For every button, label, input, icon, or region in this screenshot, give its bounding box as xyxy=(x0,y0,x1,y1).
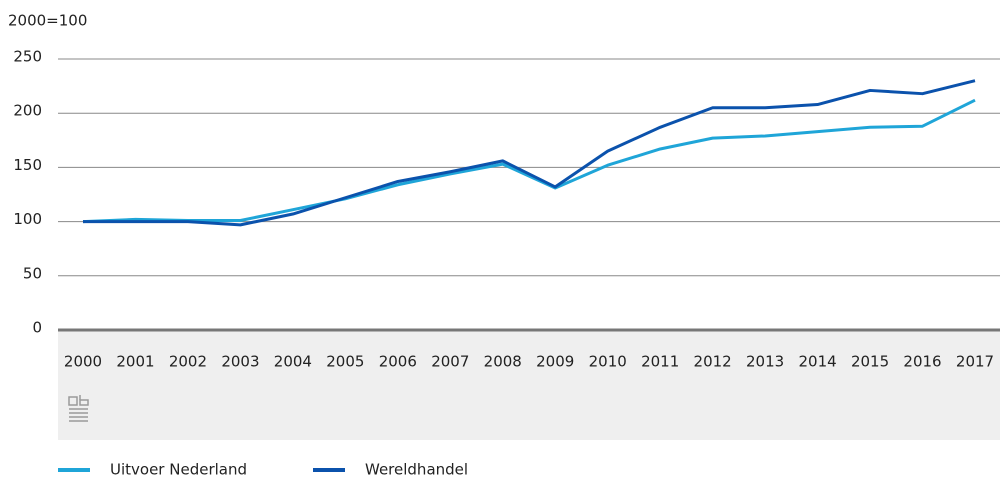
y-tick-label: 100 xyxy=(13,210,42,228)
x-tick-label: 2008 xyxy=(484,353,522,371)
x-tick-label: 2012 xyxy=(694,353,732,371)
x-tick-label: 2003 xyxy=(221,353,259,371)
x-tick-label: 2009 xyxy=(536,353,574,371)
x-tick-label: 2010 xyxy=(589,353,627,371)
x-tick-label: 2007 xyxy=(431,353,469,371)
logo xyxy=(68,395,89,422)
x-tick-label: 2017 xyxy=(956,353,994,371)
y-tick-label: 150 xyxy=(13,156,42,174)
x-tick-label: 2006 xyxy=(379,353,417,371)
y-axis-label: 2000=100 xyxy=(8,12,87,30)
series-line xyxy=(83,79,976,227)
x-tick-label: 2011 xyxy=(641,353,679,371)
axis-band xyxy=(58,330,1000,440)
y-tick-label: 50 xyxy=(23,264,42,282)
x-tick-label: 2005 xyxy=(326,353,364,371)
y-tick-label: 200 xyxy=(13,102,42,120)
x-tick-label: 2004 xyxy=(274,353,312,371)
legend-label: Uitvoer Nederland xyxy=(110,461,247,479)
x-tick-label: 2002 xyxy=(169,353,207,371)
legend-label: Wereldhandel xyxy=(365,461,468,479)
x-tick-label: 2000 xyxy=(64,353,102,371)
x-tick-label: 2014 xyxy=(798,353,836,371)
x-tick-label: 2015 xyxy=(851,353,889,371)
x-tick-label: 2016 xyxy=(903,353,941,371)
y-tick-label: 0 xyxy=(32,319,42,337)
y-tick-label: 250 xyxy=(13,48,42,66)
x-tick-label: 2001 xyxy=(116,353,154,371)
series-line xyxy=(82,98,976,224)
x-tick-label: 2013 xyxy=(746,353,784,371)
